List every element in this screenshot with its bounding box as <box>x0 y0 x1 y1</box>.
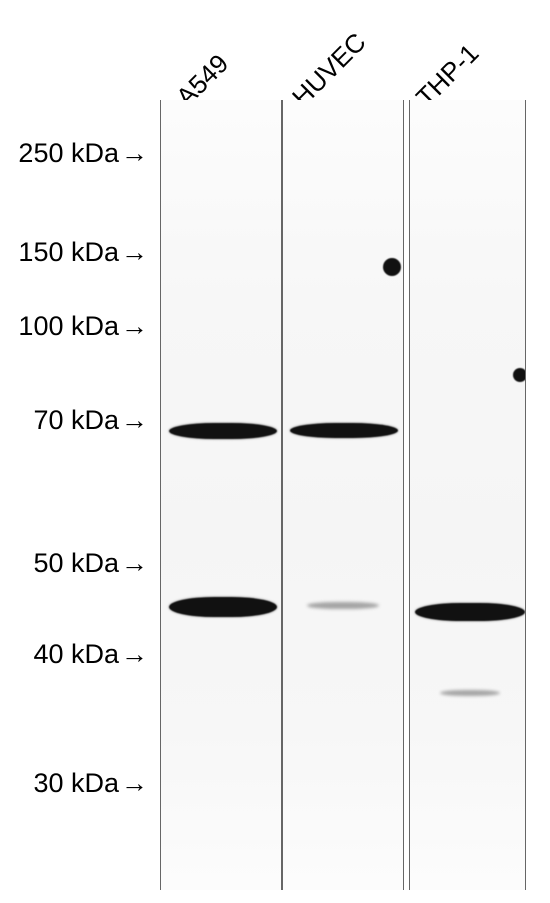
lane-background <box>410 100 525 890</box>
band-huvec-68kda <box>290 423 398 438</box>
arrow-icon: → <box>121 768 148 799</box>
lane-background <box>161 100 281 890</box>
lane-huvec <box>282 100 404 890</box>
lane-thp1 <box>409 100 526 890</box>
arrow-icon: → <box>121 311 148 342</box>
mw-label-50: 50 kDa→ <box>33 548 148 579</box>
artifact-dot-huvec-140kda <box>383 258 401 276</box>
mw-label-250: 250 kDa→ <box>18 138 148 169</box>
lane-a549 <box>160 100 282 890</box>
band-thp1-38kda <box>440 690 500 696</box>
mw-label-150: 150 kDa→ <box>18 237 148 268</box>
band-a549-45kda <box>169 597 277 617</box>
mw-label-30: 30 kDa→ <box>33 768 148 799</box>
mw-label-70: 70 kDa→ <box>33 405 148 436</box>
arrow-icon: → <box>121 548 148 579</box>
arrow-icon: → <box>121 405 148 436</box>
blot-figure: WWW.PTGLAB.COM A549 HUVEC THP-1 250 kDa→… <box>0 0 550 903</box>
band-huvec-45kda <box>307 602 379 609</box>
band-thp1-45kda <box>415 603 525 621</box>
artifact-dot-thp1-82kda <box>513 368 526 382</box>
arrow-icon: → <box>121 138 148 169</box>
arrow-icon: → <box>121 237 148 268</box>
arrow-icon: → <box>121 639 148 670</box>
mw-label-40: 40 kDa→ <box>33 639 148 670</box>
mw-label-100: 100 kDa→ <box>18 311 148 342</box>
lane-background <box>283 100 403 890</box>
band-a549-68kda <box>169 423 277 439</box>
blot-area <box>155 100 535 890</box>
